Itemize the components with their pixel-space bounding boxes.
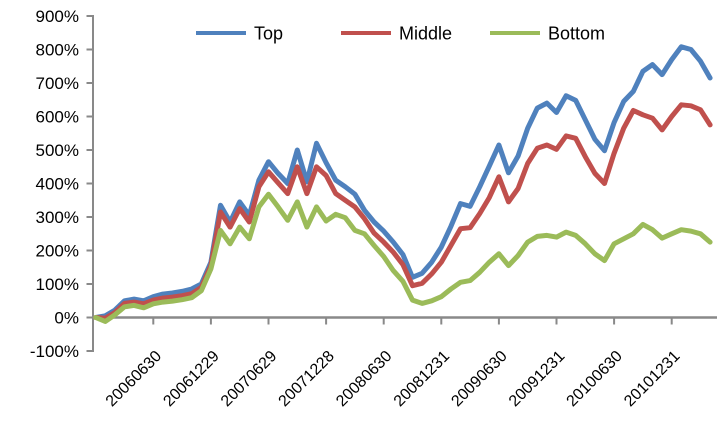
y-axis-tick-label: 400% [36,175,79,194]
y-axis-tick-label: 700% [36,74,79,93]
series-line-middle [93,102,713,321]
legend-label: Bottom [548,24,605,44]
y-axis-tick-label: 900% [36,7,79,26]
legend-item-top: Top [196,24,283,44]
legend-label: Top [254,24,283,44]
legend-label: Middle [399,24,452,44]
y-axis-tick-label: -100% [30,342,79,361]
legend-item-middle: Middle [341,24,452,44]
y-axis-tick-label: 600% [36,108,79,127]
legend-item-bottom: Bottom [490,24,605,44]
y-axis-tick-label: 800% [36,41,79,60]
y-axis-tick-label: 500% [36,141,79,160]
series-line-top [93,44,713,320]
y-axis-tick-label: 100% [36,275,79,294]
series-line-bottom [93,191,713,324]
y-axis-tick-label: 200% [36,242,79,261]
y-axis-tick-label: 0% [54,309,79,328]
y-axis-tick-label: 300% [36,208,79,227]
